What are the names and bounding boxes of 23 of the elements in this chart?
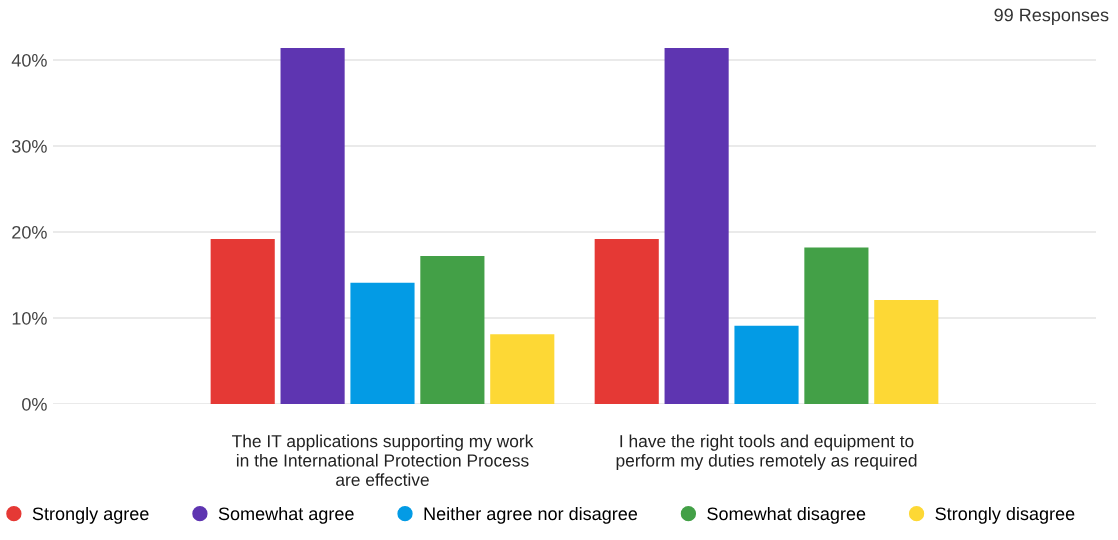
legend-label: Strongly disagree [935, 506, 1075, 524]
y-tick-label: 40% [11, 53, 47, 67]
bar [734, 325, 799, 404]
x-tick-label: I have the right tools and equipment to perform my duties remotely as required [616, 434, 917, 471]
x-tick-label: The IT applications supporting my work in the International Protection Process are effective [232, 434, 534, 486]
y-tick-label: 10% [12, 311, 47, 325]
legend-label: Somewhat disagree [707, 506, 866, 524]
bar [420, 256, 485, 404]
y-tick-label: 0% [22, 397, 47, 411]
bar [210, 238, 275, 404]
y-tick-label: 20% [12, 225, 47, 239]
y-tick-label: 30% [12, 139, 47, 153]
legend-label: Neither agree nor disagree [424, 506, 638, 524]
bar [804, 247, 869, 404]
bar [490, 334, 555, 404]
legend-label: Strongly agree [32, 506, 149, 524]
legend-label: Somewhat agree [218, 506, 354, 524]
bar [350, 282, 415, 404]
text: 99 Responses [994, 8, 1109, 25]
bar [874, 299, 939, 404]
bar [664, 48, 729, 404]
bar [594, 238, 659, 404]
bar [280, 48, 345, 404]
